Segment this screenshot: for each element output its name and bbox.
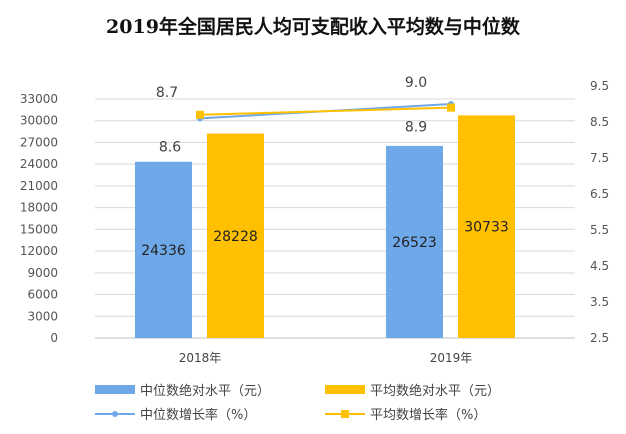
left-tick-label: 15000 [20, 222, 58, 236]
bar-data-label: 30733 [464, 220, 509, 236]
legend-swatch [325, 385, 365, 394]
line-data-label: 8.7 [156, 85, 178, 101]
right-tick-label: 9.5 [590, 79, 609, 93]
bar [458, 115, 515, 338]
left-tick-label: 9000 [27, 266, 58, 280]
right-tick-label: 3.5 [590, 295, 609, 309]
left-tick-label: 30000 [20, 114, 58, 128]
series-line [199, 106, 452, 116]
legend-label: 中位数绝对水平（元） [140, 383, 270, 399]
bar [386, 145, 443, 338]
left-tick-label: 3000 [27, 309, 58, 323]
right-tick-label: 7.5 [590, 151, 609, 165]
legend-marker [341, 410, 349, 418]
right-tick-label: 4.5 [590, 259, 609, 273]
left-tick-label: 12000 [20, 244, 58, 258]
right-tick-label: 6.5 [590, 187, 609, 201]
line-data-label: 9.0 [405, 75, 427, 91]
legend-label: 中位数增长率（%） [140, 407, 256, 423]
left-tick-label: 24000 [20, 157, 58, 171]
left-tick-label: 33000 [20, 92, 58, 106]
chart-title: 2019年全国居民人均可支配收入平均数与中位数 [106, 16, 520, 38]
left-tick-label: 0 [50, 331, 58, 345]
line-marker [447, 103, 455, 112]
right-tick-label: 5.5 [590, 223, 609, 237]
x-tick-label: 2019年 [430, 351, 473, 365]
line-marker [196, 110, 204, 119]
left-tick-label: 21000 [20, 179, 58, 193]
left-tick-label: 27000 [20, 135, 58, 149]
bar [135, 161, 192, 338]
right-tick-label: 8.5 [590, 115, 609, 129]
bar [207, 133, 264, 338]
bar-data-label: 24336 [141, 243, 186, 259]
legend-marker [112, 411, 118, 417]
bar-data-label: 28228 [213, 229, 258, 245]
left-tick-label: 6000 [27, 288, 58, 302]
legend-swatch [95, 385, 135, 394]
line-data-label: 8.9 [405, 120, 427, 136]
legend-label: 平均数增长率（%） [370, 407, 486, 423]
x-tick-label: 2018年 [179, 351, 222, 365]
right-tick-label: 2.5 [590, 331, 609, 345]
bar-data-label: 26523 [392, 235, 437, 251]
left-tick-label: 18000 [20, 201, 58, 215]
legend-label: 平均数绝对水平（元） [370, 383, 500, 399]
line-data-label: 8.6 [159, 139, 181, 155]
